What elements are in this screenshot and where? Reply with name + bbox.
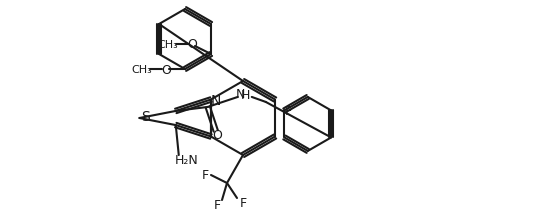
Text: F: F [201, 168, 209, 181]
Text: N: N [211, 93, 221, 108]
Text: S: S [141, 110, 150, 124]
Text: F: F [214, 198, 220, 211]
Text: F: F [285, 105, 292, 118]
Text: O: O [161, 63, 171, 77]
Text: N: N [236, 88, 245, 101]
Text: CH₃: CH₃ [158, 40, 178, 50]
Text: H₂N: H₂N [175, 154, 199, 167]
Text: H: H [241, 89, 250, 102]
Text: F: F [239, 196, 246, 209]
Text: O: O [212, 129, 221, 142]
Text: CH₃: CH₃ [132, 65, 153, 75]
Text: O: O [187, 37, 197, 50]
